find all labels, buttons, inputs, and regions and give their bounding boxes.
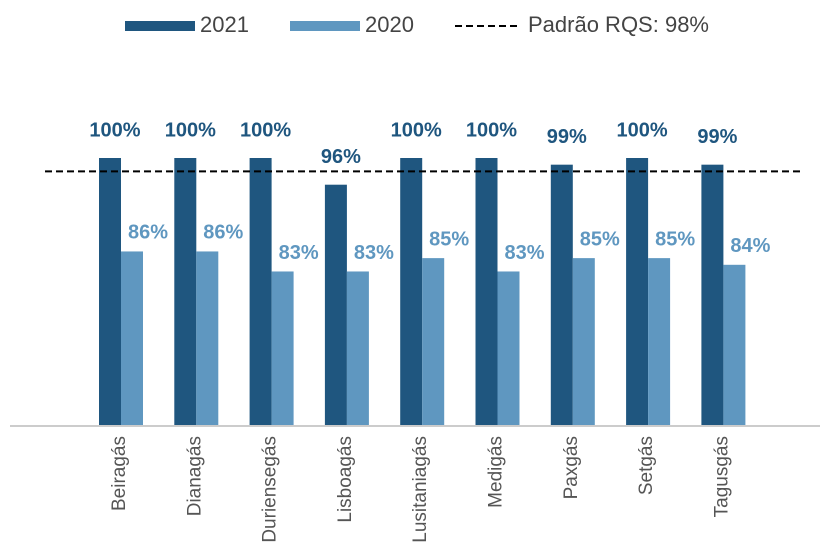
data-label: 83% bbox=[279, 242, 319, 264]
x-tick-label: Setgás bbox=[636, 436, 657, 495]
legend-swatch bbox=[125, 21, 195, 31]
data-label: 100% bbox=[89, 119, 140, 141]
bar bbox=[271, 271, 294, 425]
bar bbox=[550, 164, 573, 426]
legend-label: 2020 bbox=[365, 12, 414, 37]
x-tick-label: Lisboagás bbox=[335, 436, 356, 523]
data-label: 86% bbox=[128, 222, 168, 244]
data-label: 99% bbox=[547, 126, 587, 148]
bar bbox=[249, 158, 272, 425]
bar bbox=[422, 258, 445, 425]
data-label: 85% bbox=[655, 228, 695, 250]
x-tick-label: Tagusgás bbox=[711, 436, 732, 517]
bar bbox=[497, 271, 520, 425]
bar bbox=[400, 158, 423, 425]
data-label: 84% bbox=[730, 235, 770, 257]
legend-label: Padrão RQS: 98% bbox=[528, 12, 709, 37]
x-tick-label: Medigás bbox=[486, 436, 507, 508]
data-label: 100% bbox=[617, 119, 668, 141]
x-tick-label: Duriensegás bbox=[260, 436, 281, 543]
data-label: 100% bbox=[240, 119, 291, 141]
data-label: 100% bbox=[391, 119, 442, 141]
bar bbox=[572, 258, 595, 425]
data-label: 86% bbox=[203, 222, 243, 244]
data-label: 96% bbox=[321, 146, 361, 168]
bar bbox=[99, 158, 121, 425]
data-label: 83% bbox=[504, 242, 544, 264]
data-label: 100% bbox=[466, 119, 517, 141]
data-label: 99% bbox=[697, 126, 737, 148]
data-label: 85% bbox=[580, 228, 620, 250]
bar bbox=[626, 158, 649, 425]
data-label: 83% bbox=[354, 242, 394, 264]
bar bbox=[324, 184, 347, 425]
bar bbox=[346, 271, 369, 425]
bar bbox=[475, 158, 498, 425]
legend-label: 2021 bbox=[200, 12, 249, 37]
bar bbox=[196, 251, 219, 425]
data-label: 85% bbox=[429, 228, 469, 250]
bar bbox=[648, 258, 671, 425]
legend-swatch bbox=[290, 21, 360, 31]
bar bbox=[174, 158, 197, 425]
bar bbox=[701, 164, 724, 426]
x-tick-label: Lusitaniagás bbox=[410, 436, 431, 543]
bar bbox=[723, 264, 746, 425]
x-tick-label: Paxgás bbox=[561, 436, 582, 499]
x-tick-label: Dianagás bbox=[184, 436, 205, 516]
bar bbox=[121, 251, 143, 425]
data-label: 100% bbox=[165, 119, 216, 141]
x-tick-label: Beiragás bbox=[109, 436, 130, 511]
